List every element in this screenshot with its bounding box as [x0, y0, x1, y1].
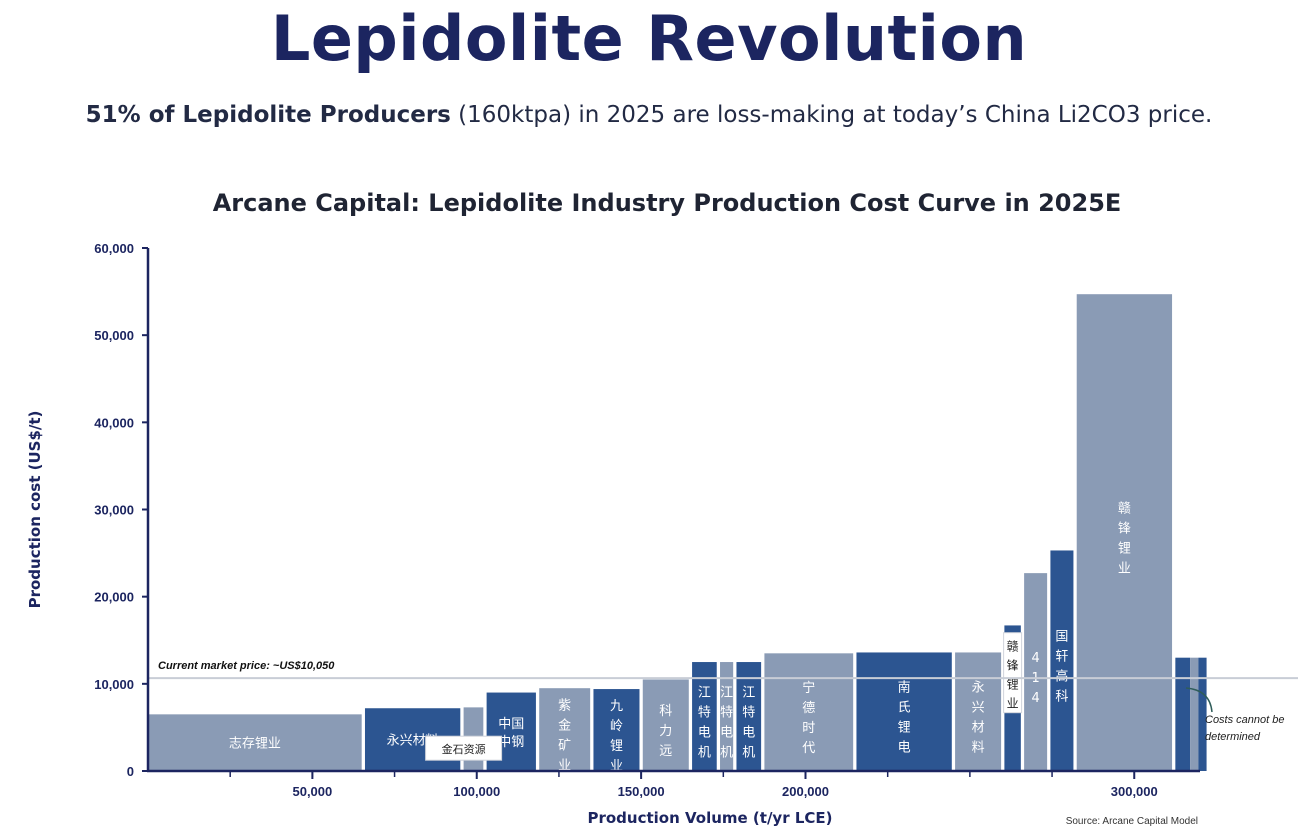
y-axis-label: Production cost (US$/t) — [26, 411, 44, 609]
cost-bar — [856, 652, 952, 771]
cost-bar — [593, 689, 640, 771]
x-tick-label: 100,000 — [453, 784, 500, 799]
cost-bar — [692, 662, 717, 771]
y-tick-label: 30,000 — [94, 503, 134, 518]
cost-bar — [1175, 657, 1191, 771]
source-note: Source: Arcane Capital Model — [1065, 816, 1198, 827]
cost-bar — [736, 662, 762, 771]
callout-label: 赣锋锂业 — [1007, 640, 1019, 711]
x-axis-label: Production Volume (t/yr LCE) — [587, 809, 832, 827]
cost-bar — [1024, 573, 1048, 771]
x-tick-label: 200,000 — [782, 784, 829, 799]
subtitle: 51% of Lepidolite Producers (160ktpa) in… — [0, 102, 1298, 128]
y-tick-label: 40,000 — [94, 415, 134, 430]
cost-bar — [148, 714, 362, 771]
x-tick-label: 150,000 — [618, 784, 665, 799]
bar-label: 江特电机 — [698, 686, 711, 761]
cost-bar — [1050, 550, 1074, 771]
cost-bar — [1190, 657, 1199, 771]
cost-bar — [642, 679, 689, 771]
y-tick-label: 50,000 — [94, 328, 134, 343]
x-tick-label: 300,000 — [1111, 784, 1158, 799]
bar-label: 志存锂业 — [229, 737, 281, 752]
market-price-label: Current market price: ~US$10,050 — [158, 660, 335, 672]
x-tick-label: 50,000 — [292, 784, 332, 799]
cost-bar — [1198, 657, 1207, 771]
cost-bar — [1076, 294, 1173, 771]
cost-bar — [539, 688, 591, 771]
subtitle-rest: (160ktpa) in 2025 are loss-making at tod… — [450, 102, 1213, 128]
callout-label: 金石资源 — [442, 742, 486, 756]
bar-label: 宁德时代 — [802, 680, 815, 756]
cost-bar — [764, 653, 854, 771]
cost-bar — [955, 652, 1002, 771]
bar-label: 科力远 — [659, 704, 672, 759]
y-tick-label: 20,000 — [94, 590, 134, 605]
y-tick-label: 0 — [127, 764, 134, 779]
bar-label: 江特电机 — [720, 686, 733, 761]
subtitle-bold: 51% of Lepidolite Producers — [85, 102, 451, 128]
headline: Lepidolite Revolution — [270, 2, 1028, 75]
y-tick-label: 10,000 — [94, 677, 134, 692]
bar-label: 永兴材料 — [972, 681, 985, 756]
callout-box — [1003, 632, 1023, 714]
y-tick-label: 60,000 — [94, 241, 134, 256]
callout-box — [425, 735, 503, 761]
bar-label: 中国中钢 — [498, 717, 524, 750]
bar-label: 国轩高科 — [1055, 630, 1068, 705]
note-text: determined — [1205, 731, 1261, 743]
bar-label: 南氏锂电 — [898, 680, 911, 756]
note-arrow — [1185, 687, 1213, 713]
bar-label: 江特电机 — [742, 686, 755, 761]
cost-bar — [720, 662, 734, 771]
chart-title: Arcane Capital: Lepidolite Industry Prod… — [212, 189, 1122, 217]
bar-label: 赣锋锂业 — [1118, 502, 1131, 577]
note-text: Costs cannot be — [1205, 714, 1285, 726]
